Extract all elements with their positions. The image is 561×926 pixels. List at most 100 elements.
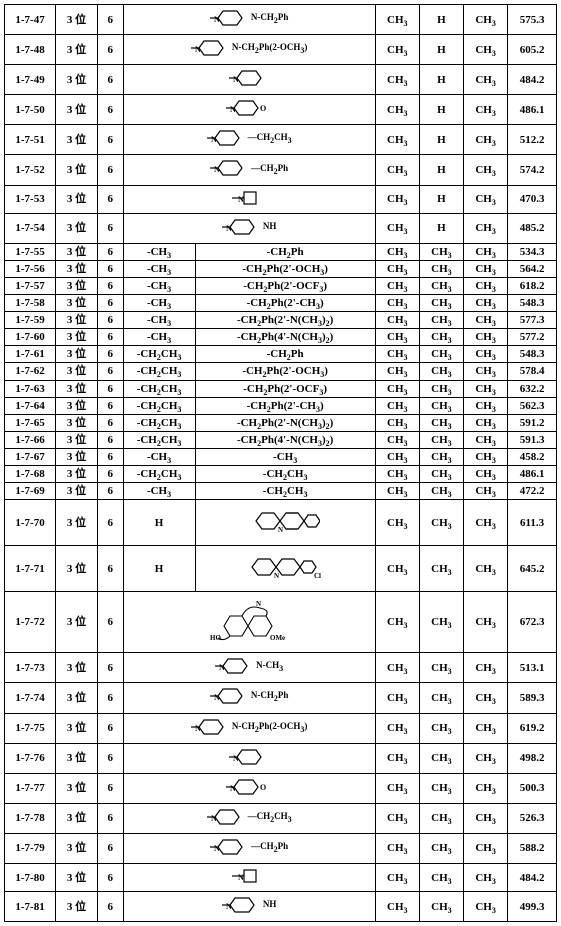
- cell-struct: -CH2Ph: [195, 243, 375, 260]
- cell-n: 6: [97, 125, 123, 155]
- cell-id: 1-7-69: [5, 483, 56, 500]
- cell-n: 6: [97, 713, 123, 743]
- cell-pos: 3 位: [56, 397, 98, 414]
- table-row: 1-7-733 位6NN-CH3CH3CH3CH3513.1: [5, 653, 557, 683]
- svg-text:N: N: [230, 105, 236, 114]
- cell-r6: CH3: [419, 448, 463, 465]
- cell-struct: NO: [123, 773, 375, 803]
- cell-r5: CH3: [375, 363, 419, 380]
- cell-r6: CH3: [419, 653, 463, 683]
- cell-mw: 498.2: [508, 743, 557, 773]
- cell-r5: CH3: [375, 803, 419, 833]
- cell-id: 1-7-75: [5, 713, 56, 743]
- cell-id: 1-7-74: [5, 683, 56, 713]
- cell-id: 1-7-60: [5, 329, 56, 346]
- cell-pos: 3 位: [56, 653, 98, 683]
- cell-r4: -CH3: [123, 312, 195, 329]
- table-row: 1-7-703 位6HNCH3CH3CH3611.3: [5, 500, 557, 546]
- table-row: 1-7-473 位6NN-CH2PhCH3HCH3575.3: [5, 5, 557, 35]
- cell-r5: CH3: [375, 653, 419, 683]
- cell-r7: CH3: [464, 213, 508, 243]
- cell-struct: N—CH2Ph: [123, 833, 375, 863]
- cell-n: 6: [97, 329, 123, 346]
- cell-r6: CH3: [419, 773, 463, 803]
- cell-id: 1-7-81: [5, 892, 56, 922]
- svg-text:N: N: [195, 724, 201, 733]
- cell-pos: 3 位: [56, 803, 98, 833]
- cell-r4: -CH2CH3: [123, 431, 195, 448]
- cell-r7: CH3: [464, 448, 508, 465]
- cell-mw: 470.3: [508, 185, 557, 213]
- cell-r6: CH3: [419, 500, 463, 546]
- cell-n: 6: [97, 363, 123, 380]
- cell-pos: 3 位: [56, 329, 98, 346]
- svg-text:O: O: [260, 783, 266, 792]
- cell-r7: CH3: [464, 592, 508, 653]
- cell-id: 1-7-64: [5, 397, 56, 414]
- cell-pos: 3 位: [56, 155, 98, 185]
- cell-r4: -CH3: [123, 277, 195, 294]
- cell-r7: CH3: [464, 414, 508, 431]
- table-row: 1-7-673 位6-CH3-CH3CH3CH3CH3458.2: [5, 448, 557, 465]
- cell-mw: 589.3: [508, 683, 557, 713]
- cell-struct: -CH2Ph(2'-OCH3): [195, 363, 375, 380]
- cell-r7: CH3: [464, 431, 508, 448]
- cell-r6: CH3: [419, 329, 463, 346]
- cell-r6: CH3: [419, 414, 463, 431]
- cell-id: 1-7-49: [5, 65, 56, 95]
- table-row: 1-7-813 位6NNHCH3CH3CH3499.3: [5, 892, 557, 922]
- cell-id: 1-7-48: [5, 35, 56, 65]
- cell-r5: CH3: [375, 380, 419, 397]
- cell-n: 6: [97, 346, 123, 363]
- cell-mw: 619.2: [508, 713, 557, 743]
- cell-n: 6: [97, 483, 123, 500]
- cell-mw: 591.3: [508, 431, 557, 448]
- cell-struct: N: [195, 500, 375, 546]
- cell-struct: -CH2Ph(2'-CH3): [195, 397, 375, 414]
- cell-struct: NNH: [123, 213, 375, 243]
- table-row: 1-7-713 位6HNClCH3CH3CH3645.2: [5, 546, 557, 592]
- cell-r5: CH3: [375, 546, 419, 592]
- cell-pos: 3 位: [56, 243, 98, 260]
- cell-r6: CH3: [419, 295, 463, 312]
- cell-r6: CH3: [419, 260, 463, 277]
- cell-id: 1-7-72: [5, 592, 56, 653]
- cell-struct: -CH2Ph(4'-N(CH3)2): [195, 329, 375, 346]
- cell-n: 6: [97, 683, 123, 713]
- cell-pos: 3 位: [56, 65, 98, 95]
- cell-mw: 484.2: [508, 864, 557, 892]
- cell-n: 6: [97, 414, 123, 431]
- table-row: 1-7-783 位6N—CH2CH3CH3CH3CH3526.3: [5, 803, 557, 833]
- cell-mw: 672.3: [508, 592, 557, 653]
- cell-mw: 575.3: [508, 5, 557, 35]
- cell-r7: CH3: [464, 380, 508, 397]
- cell-pos: 3 位: [56, 592, 98, 653]
- cell-n: 6: [97, 546, 123, 592]
- cell-n: 6: [97, 892, 123, 922]
- cell-mw: 574.2: [508, 155, 557, 185]
- cell-mw: 618.2: [508, 277, 557, 294]
- cell-mw: 632.2: [508, 380, 557, 397]
- cell-r7: CH3: [464, 500, 508, 546]
- svg-text:Cl: Cl: [314, 572, 321, 580]
- cell-mw: 513.1: [508, 653, 557, 683]
- table-row: 1-7-613 位6-CH2CH3-CH2PhCH3CH3CH3548.3: [5, 346, 557, 363]
- cell-pos: 3 位: [56, 414, 98, 431]
- cell-r5: CH3: [375, 448, 419, 465]
- cell-struct: N—CH2CH3: [123, 125, 375, 155]
- table-row: 1-7-793 位6N—CH2PhCH3CH3CH3588.2: [5, 833, 557, 863]
- cell-n: 6: [97, 243, 123, 260]
- cell-r5: CH3: [375, 592, 419, 653]
- svg-text:N: N: [214, 693, 220, 702]
- cell-mw: 499.3: [508, 892, 557, 922]
- cell-struct: NN-CH2Ph: [123, 5, 375, 35]
- table-row: 1-7-773 位6NOCH3CH3CH3500.3: [5, 773, 557, 803]
- cell-r6: CH3: [419, 864, 463, 892]
- cell-r7: CH3: [464, 864, 508, 892]
- table-row: 1-7-513 位6N—CH2CH3CH3HCH3512.2: [5, 125, 557, 155]
- cell-r5: CH3: [375, 277, 419, 294]
- cell-pos: 3 位: [56, 713, 98, 743]
- table-row: 1-7-523 位6N—CH2PhCH3HCH3574.2: [5, 155, 557, 185]
- cell-r7: CH3: [464, 277, 508, 294]
- svg-text:N: N: [211, 135, 217, 144]
